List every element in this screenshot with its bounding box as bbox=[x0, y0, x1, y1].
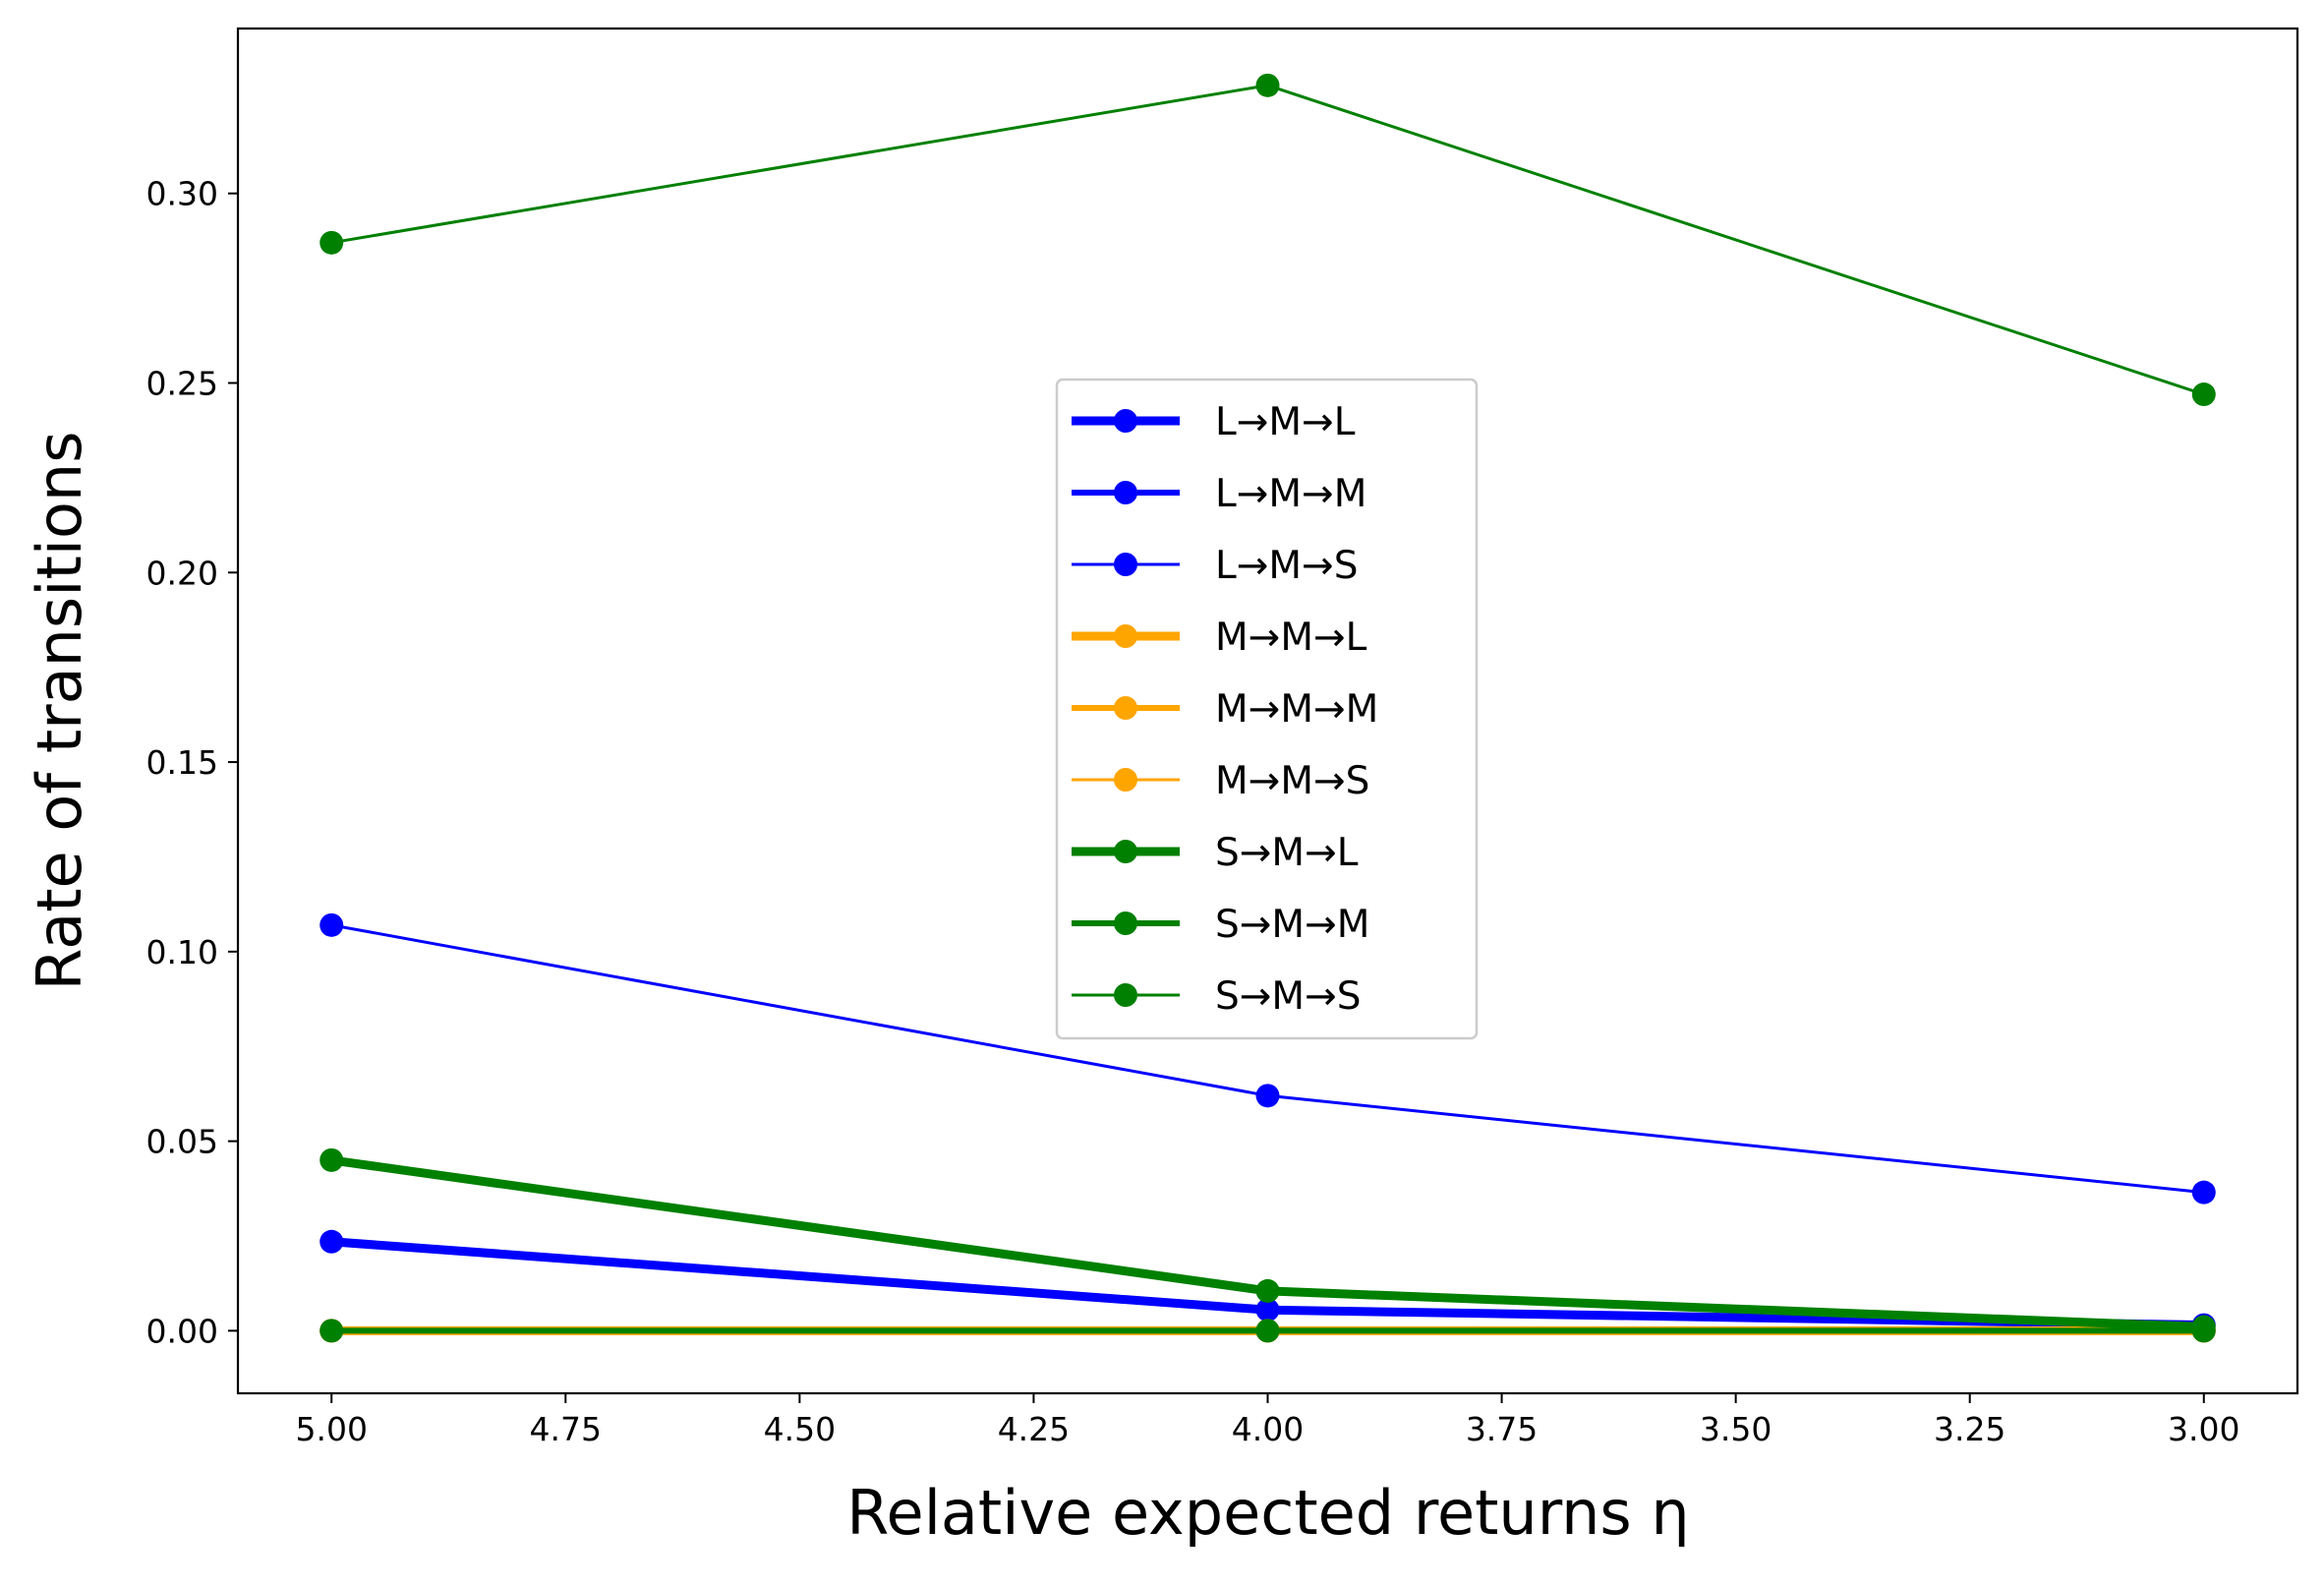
x-tick-label: 3.00 bbox=[2168, 1410, 2239, 1448]
legend-frame bbox=[1055, 378, 1479, 1040]
legend-label: S→M→M bbox=[1215, 903, 1369, 947]
legend-label: S→M→S bbox=[1215, 974, 1362, 1019]
legend-label: M→M→M bbox=[1215, 687, 1378, 732]
data-point bbox=[2191, 382, 2216, 407]
y-tick-label: 0.15 bbox=[146, 743, 218, 782]
y-tick-label: 0.25 bbox=[146, 364, 218, 402]
data-point bbox=[1255, 1298, 1280, 1322]
legend-swatch-marker bbox=[1114, 840, 1137, 863]
data-point bbox=[320, 230, 344, 255]
legend-swatch-marker bbox=[1114, 624, 1137, 648]
x-tick-label: 3.25 bbox=[1934, 1410, 2005, 1448]
legend-swatch-marker bbox=[1114, 911, 1137, 935]
legend-label: S→M→L bbox=[1215, 831, 1359, 875]
x-tick-label: 4.25 bbox=[998, 1410, 1070, 1448]
data-point bbox=[320, 1229, 344, 1254]
y-tick-label: 0.05 bbox=[146, 1123, 218, 1161]
series-layer bbox=[320, 73, 2216, 1343]
legend-label: L→M→S bbox=[1215, 544, 1359, 588]
legend-label: M→M→S bbox=[1215, 759, 1369, 803]
series-line-8 bbox=[329, 84, 2206, 396]
legend-swatch-marker bbox=[1114, 481, 1137, 504]
data-point bbox=[1255, 1084, 1280, 1108]
legend: L→M→L L→M→M L→M→S M→M→L M→M→M M→M→S S→M→L S→M→M… bbox=[1055, 378, 1479, 1040]
data-point bbox=[320, 912, 344, 937]
x-tick-label: 3.75 bbox=[1466, 1410, 1538, 1448]
data-point bbox=[1255, 73, 1280, 97]
data-point bbox=[2191, 1319, 2216, 1343]
data-point bbox=[320, 1147, 344, 1172]
x-tick-label: 3.50 bbox=[1700, 1410, 1772, 1448]
legend-swatch-marker bbox=[1114, 696, 1137, 720]
data-point bbox=[1255, 1278, 1280, 1303]
y-tick-label: 0.30 bbox=[146, 175, 218, 213]
data-point bbox=[320, 1319, 344, 1343]
legend-label: L→M→M bbox=[1215, 472, 1366, 516]
legend-swatch-marker bbox=[1114, 409, 1137, 433]
legend-swatch-marker bbox=[1114, 553, 1137, 576]
x-axis-title: Relative expected returns η bbox=[846, 1477, 1689, 1549]
legend-swatch-marker bbox=[1114, 983, 1137, 1007]
axes-layer: 5.00 4.75 4.50 4.25 4.00 3.75 3.50 3.25 3.00 0.00… bbox=[146, 175, 2240, 1448]
x-tick-label: 4.00 bbox=[1232, 1410, 1304, 1448]
x-tick-label: 4.50 bbox=[764, 1410, 836, 1448]
data-point bbox=[2191, 1180, 2216, 1205]
legend-label: L→M→L bbox=[1215, 400, 1356, 444]
data-point bbox=[1255, 1319, 1280, 1343]
x-tick-label: 4.75 bbox=[530, 1410, 602, 1448]
y-tick-label: 0.10 bbox=[146, 933, 218, 971]
y-axis-title: Rate of transitions bbox=[24, 431, 95, 990]
y-tick-label: 0.00 bbox=[146, 1312, 218, 1350]
legend-swatch-marker bbox=[1114, 768, 1137, 792]
x-tick-label: 5.00 bbox=[295, 1410, 367, 1448]
y-tick-label: 0.20 bbox=[146, 554, 218, 592]
legend-label: M→M→L bbox=[1215, 616, 1367, 660]
